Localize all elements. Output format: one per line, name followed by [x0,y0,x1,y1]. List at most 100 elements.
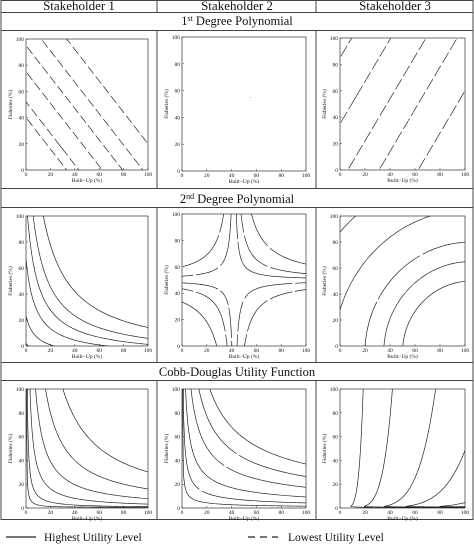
y-tick-label: 40 [19,458,25,464]
y-tick-label: 40 [19,116,25,122]
x-axis-label: Built−Up (%) [229,178,260,185]
x-tick-label: 80 [121,172,127,178]
panel-r3-c2: 0 20 40 60 80 100 0 20 40 60 80 100 Built−Up (%) Fish… [163,387,310,522]
x-axis-label: Built−Up (%) [229,515,260,522]
plot-frame [181,213,307,347]
contour-line-longdash [26,118,68,170]
x-tick-label: 0 [25,348,28,354]
contour-line-dashed [26,46,123,170]
y-tick-label: 60 [175,435,181,441]
panel-r3-c3: 0 20 40 60 80 100 0 20 40 60 80 100 Built−Up (%) Fish… [321,387,469,522]
x-tick-label: 0 [339,348,342,354]
x-tick-label: 100 [144,510,153,516]
x-tick-label: 60 [96,348,102,354]
plot-frame [339,215,466,347]
x-tick-label: 40 [387,510,393,516]
plot-frame [25,38,149,171]
x-tick-label: 40 [229,348,235,354]
plot-frame [181,36,307,172]
contour-line-dashed [35,389,148,500]
contour-line-dotted [340,216,431,311]
y-axis-label: Fisheries (%) [321,89,328,119]
section-title-1-rest: Degree Polynomial [193,14,294,28]
y-tick-label: 40 [175,458,181,464]
y-tick-label: 100 [16,214,25,220]
contour-line-dotted [182,389,306,504]
y-tick-label: 60 [175,89,181,95]
contour-line-dotted [379,39,457,169]
contour-line-solid [43,216,148,328]
y-axis-label: Fisheries (%) [321,266,328,296]
y-tick-label: 60 [333,435,339,441]
contour-line-dashed [364,241,465,346]
x-tick-label: 0 [181,510,184,516]
y-tick-label: 80 [175,62,181,68]
x-axis-label: Built−Up (%) [387,353,418,360]
y-tick-label: 20 [333,482,339,488]
y-tick-label: 20 [19,482,25,488]
y-tick-label: 20 [333,142,339,148]
y-tick-label: 0 [177,344,180,350]
y-tick-label: 100 [330,214,339,220]
y-tick-label: 60 [333,89,339,95]
y-tick-label: 0 [335,344,338,350]
contour-line-solid [182,389,306,507]
y-tick-label: 60 [333,266,339,272]
x-tick-label: 60 [254,173,260,179]
x-tick-label: 100 [144,348,153,354]
y-axis-label: Fisheries (%) [163,265,170,295]
legend: Highest Utility Level Lowest Utility Lev… [6,532,384,544]
x-tick-label: 20 [48,510,54,516]
x-tick-label: 20 [362,172,368,178]
y-axis-label: Fisheries (%) [7,434,14,464]
column-header-3: Stakeholder 3 [359,0,431,13]
x-tick-label: 20 [204,510,210,516]
y-axis-label: Fisheries (%) [7,90,14,120]
x-tick-label: 40 [72,348,78,354]
x-axis-label: Built−Up (%) [229,353,260,360]
y-tick-label: 80 [175,411,181,417]
contour-lines [182,389,306,507]
x-tick-label: 100 [302,510,311,516]
x-axis-label: Built−Up (%) [387,515,418,522]
x-tick-label: 100 [302,173,311,179]
y-tick-label: 80 [333,411,339,417]
contour-line-dotted [190,389,306,488]
panel-r2-c2: 0 20 40 60 80 100 0 20 40 60 80 100 Built−Up (%) Fish… [163,212,310,360]
y-tick-label: 20 [175,482,181,488]
y-tick-label: 60 [19,266,25,272]
y-tick-label: 40 [333,292,339,298]
plot-frame [25,388,149,509]
contour-line-solid [62,389,148,473]
section-title-2-number: 2 [180,192,186,206]
y-tick-label: 80 [19,411,25,417]
contour-line-dashed [27,216,148,345]
y-tick-label: 100 [16,387,25,393]
panel-r2-c3: 0 20 40 60 80 100 0 20 40 60 80 100 Built−Up (%) Fish… [321,214,469,360]
contour-line-solid [418,92,465,169]
contour-line-dotted [439,502,465,508]
x-tick-label: 60 [254,348,260,354]
plot-frame [25,215,149,347]
panel-r1-c3: 0 20 40 60 80 100 0 20 40 60 80 100 Built−Up (%) Fish… [321,36,469,184]
y-tick-label: 20 [333,318,339,324]
section-title-1: 1st Degree Polynomial [181,14,293,28]
contour-line-solid [66,39,148,143]
panel-r2-c1: 0 20 40 60 80 100 0 20 40 60 80 100 Built−Up (%) Fish… [7,214,152,360]
contour-lines [26,39,148,170]
y-tick-label: 80 [175,238,181,244]
column-header-1: Stakeholder 1 [43,0,115,13]
x-tick-label: 20 [362,510,368,516]
contour-line-dashed [26,101,80,170]
x-tick-label: 40 [229,173,235,179]
x-tick-label: 80 [437,348,443,354]
y-tick-label: 100 [172,387,181,393]
y-tick-label: 20 [19,318,25,324]
contour-line-longdash [26,389,148,508]
legend-solid-label: Highest Utility Level [44,532,142,544]
y-tick-label: 40 [333,458,339,464]
contour-line-dotted [42,40,144,170]
